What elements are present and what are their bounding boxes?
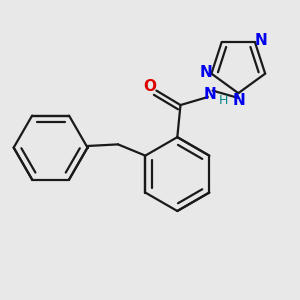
Text: N: N bbox=[254, 33, 267, 48]
Text: O: O bbox=[143, 79, 157, 94]
Text: N: N bbox=[199, 65, 212, 80]
Text: N: N bbox=[204, 87, 217, 102]
Text: H: H bbox=[218, 94, 228, 107]
Text: N: N bbox=[232, 93, 245, 108]
